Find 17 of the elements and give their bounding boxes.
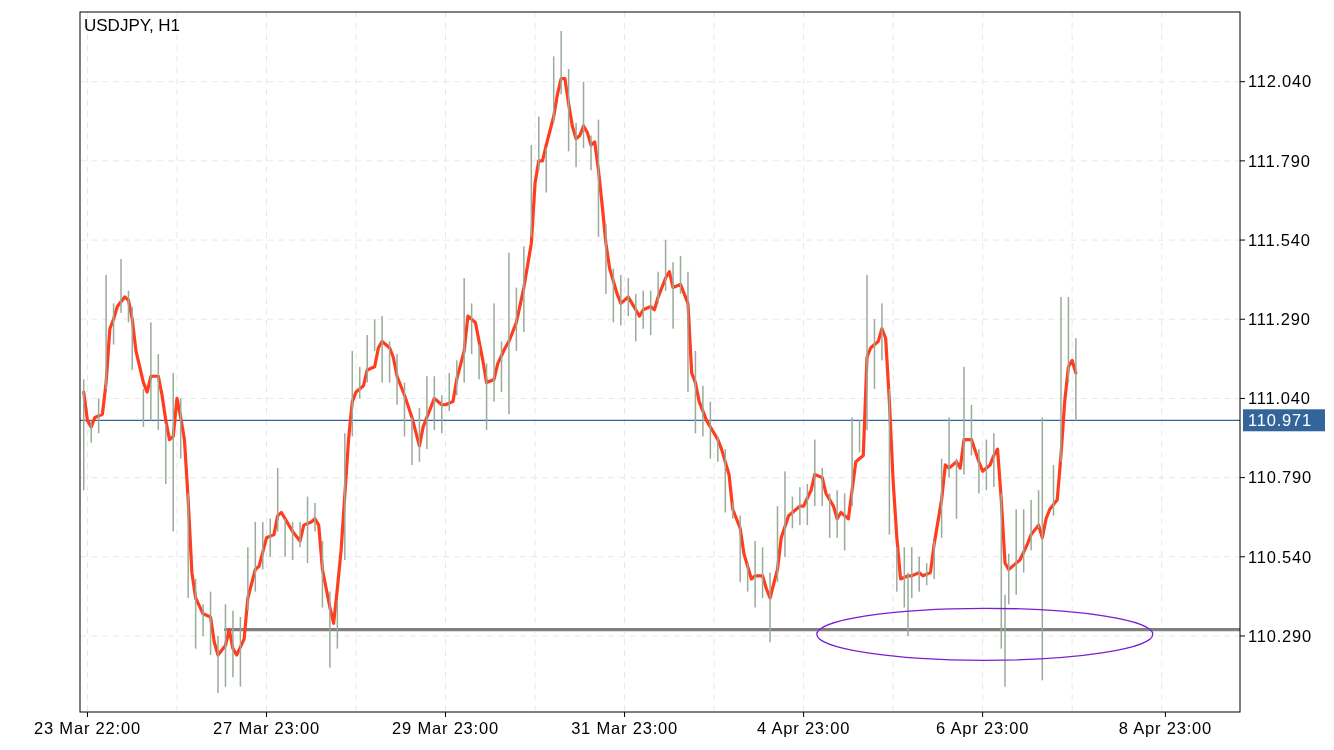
y-tick-label: 110.290 <box>1248 626 1313 645</box>
x-tick-label: 6 Apr 23:00 <box>936 719 1030 737</box>
y-tick-label: 111.540 <box>1248 230 1311 249</box>
x-tick-label: 23 Mar 22:00 <box>34 719 141 737</box>
chart-title: USDJPY, H1 <box>84 16 181 35</box>
x-tick-label: 8 Apr 23:00 <box>1118 719 1212 737</box>
x-tick-label: 31 Mar 23:00 <box>571 719 678 737</box>
y-tick-label: 110.790 <box>1248 468 1313 487</box>
y-tick-label: 111.790 <box>1248 151 1311 170</box>
y-tick-label: 112.040 <box>1248 72 1313 91</box>
x-tick-label: 4 Apr 23:00 <box>757 719 851 737</box>
x-tick-label: 29 Mar 23:00 <box>392 719 499 737</box>
y-tick-label: 111.290 <box>1248 310 1311 329</box>
x-tick-label: 27 Mar 23:00 <box>213 719 320 737</box>
y-tick-label: 110.540 <box>1248 547 1313 566</box>
y-tick-label: 111.040 <box>1248 389 1311 408</box>
ref-line-label: 110.971 <box>1248 411 1313 430</box>
